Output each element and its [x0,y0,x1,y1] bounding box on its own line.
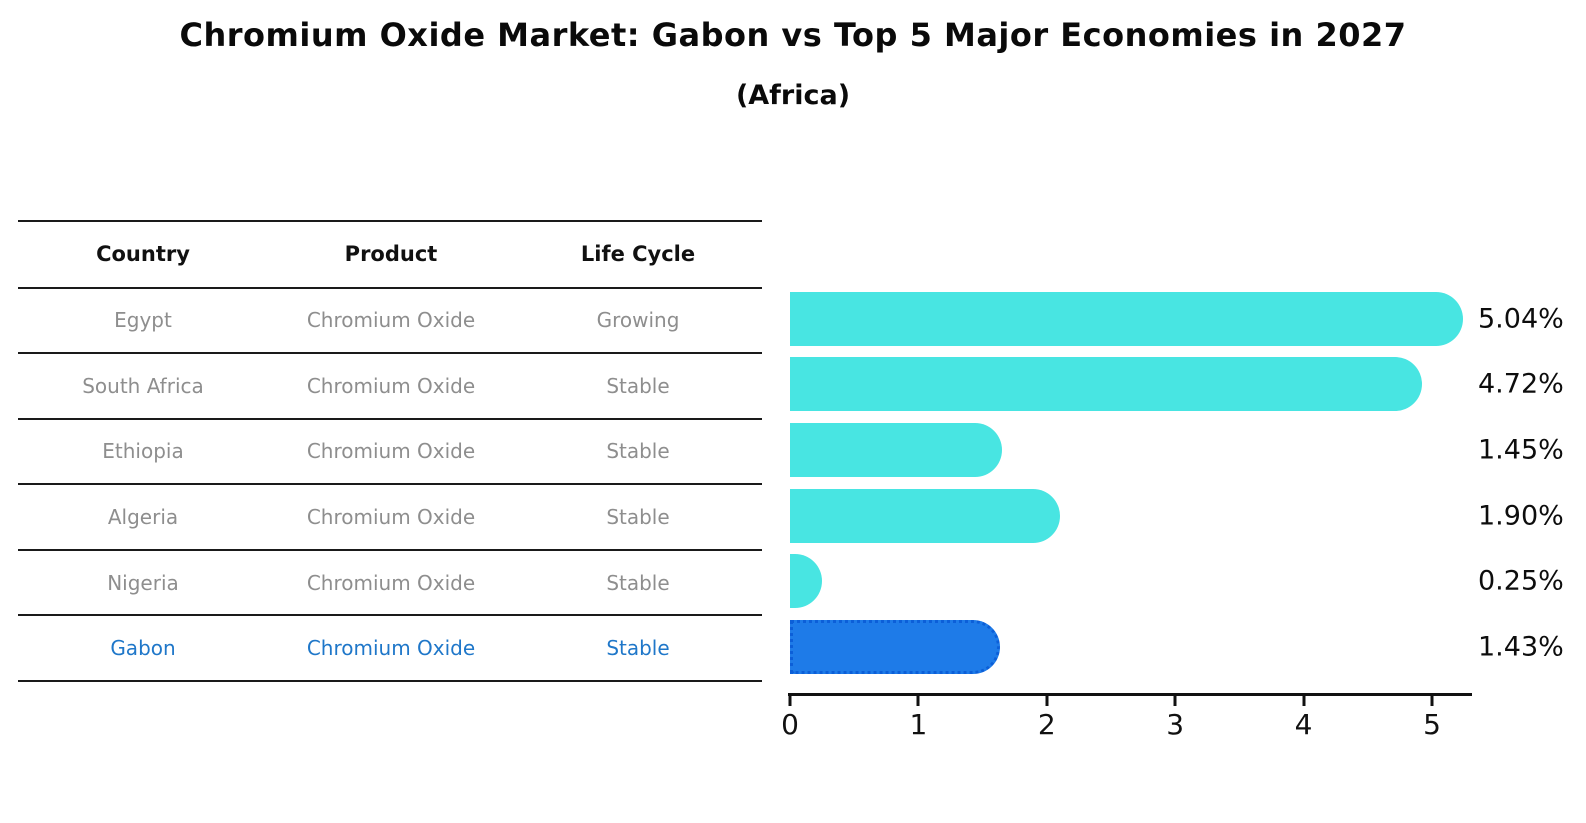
table-row: Nigeria Chromium Oxide Stable [18,551,762,617]
table-row: Algeria Chromium Oxide Stable [18,485,762,551]
chart-subtitle: (Africa) [735,80,851,111]
chart-title: Chromium Oxide Market: Gabon vs Top 5 Ma… [179,16,1407,54]
x-tick [1045,696,1049,706]
x-tick [1173,696,1177,706]
market-share-bar [790,291,1463,346]
product-cell: Chromium Oxide [306,636,476,661]
lifecycle-cell: Stable [606,570,670,595]
market-share-bar-highlighted [790,619,1000,674]
lifecycle-cell: Stable [606,636,670,661]
country-cell: Gabon [110,636,176,661]
lifecycle-cell: Stable [606,373,670,398]
column-header-product: Product [344,242,438,267]
bar-chart-plot-area: 5.04% 4.72% 1.45% 1.90% 0.25% 1.43% 0 [781,286,1570,766]
market-share-bar [790,488,1060,543]
lifecycle-cell: Stable [606,505,670,530]
country-cell: Egypt [114,308,172,333]
table-row: South Africa Chromium Oxide Stable [18,354,762,420]
value-label: 5.04% [1478,303,1564,335]
column-header-lifecycle: Life Cycle [580,242,696,267]
x-tick-label: 1 [909,708,928,741]
x-tick-label: 4 [1294,708,1313,741]
x-tick-label: 3 [1166,708,1185,741]
value-label: 1.45% [1478,434,1564,466]
x-tick-label: 2 [1037,708,1056,741]
country-cell: Ethiopia [102,439,184,464]
x-tick-label: 5 [1423,708,1441,741]
table-row: Ethiopia Chromium Oxide Stable [18,420,762,486]
lifecycle-cell: Stable [606,439,670,464]
column-header-country: Country [96,242,190,267]
table-header-row: Country Product Life Cycle [18,222,762,289]
x-tick [1430,696,1434,706]
product-cell: Chromium Oxide [306,570,476,595]
value-label: 1.43% [1478,631,1564,663]
product-cell: Chromium Oxide [306,439,476,464]
country-cell: Algeria [107,505,179,530]
value-label: 4.72% [1478,368,1564,400]
comparison-table: Country Product Life Cycle Egypt Chromiu… [18,220,762,683]
x-tick [788,696,792,706]
value-label: 1.90% [1478,500,1564,532]
x-tick-label: 0 [781,708,799,741]
x-axis-line [788,693,1472,696]
country-cell: South Africa [82,373,204,398]
x-tick [1302,696,1306,706]
value-label: 0.25% [1478,565,1564,597]
product-cell: Chromium Oxide [306,505,476,530]
product-cell: Chromium Oxide [306,373,476,398]
table-row: Egypt Chromium Oxide Growing [18,289,762,355]
x-tick [916,696,920,706]
lifecycle-cell: Growing [596,308,680,333]
market-share-bar [790,554,822,609]
product-cell: Chromium Oxide [306,308,476,333]
table-row-highlighted: Gabon Chromium Oxide Stable [18,616,762,683]
market-share-bar [790,357,1422,412]
country-cell: Nigeria [107,570,179,595]
market-share-bar [790,422,1002,477]
